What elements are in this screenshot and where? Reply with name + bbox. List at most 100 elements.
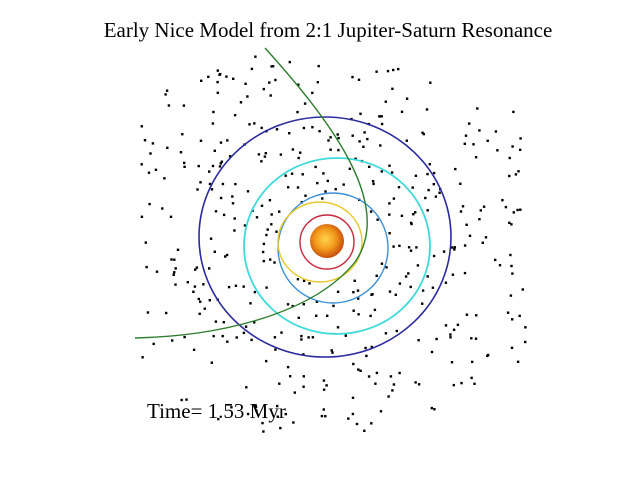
planetesimal — [429, 81, 432, 84]
planetesimal — [263, 155, 267, 158]
planetesimal — [311, 336, 315, 339]
planetesimal — [173, 258, 176, 261]
planetesimal — [354, 157, 357, 160]
planetesimal — [214, 320, 218, 323]
planetesimal — [288, 60, 291, 64]
planetesimal — [183, 165, 186, 168]
planetesimal — [414, 211, 417, 214]
planetesimal — [268, 81, 271, 84]
planetesimal — [374, 382, 377, 385]
planetesimal — [231, 202, 235, 205]
planetesimal — [351, 396, 355, 399]
planetesimal — [397, 67, 400, 71]
planetesimal — [202, 283, 205, 286]
planetesimal — [228, 155, 232, 158]
planetesimal — [344, 334, 347, 337]
planetesimal — [516, 208, 519, 212]
planetesimal — [463, 142, 466, 145]
planetesimal — [430, 406, 433, 410]
planetesimal — [352, 291, 355, 294]
planetesimal — [291, 148, 295, 151]
planetesimal — [300, 334, 303, 338]
planetesimal — [512, 110, 515, 114]
planetesimal — [375, 371, 379, 375]
planetesimal — [524, 326, 527, 329]
planetesimal — [239, 101, 243, 104]
planetesimal — [371, 293, 374, 296]
planetesimal — [373, 308, 377, 312]
planetesimal — [470, 376, 473, 380]
planetesimal — [311, 91, 314, 95]
planetesimal — [261, 250, 265, 254]
planetesimal — [276, 415, 279, 418]
planetesimal — [392, 245, 395, 248]
planetesimal — [268, 199, 272, 202]
planetesimal — [389, 375, 393, 378]
planetesimal — [388, 232, 391, 235]
planetesimal — [148, 202, 151, 206]
planetesimal — [380, 170, 383, 173]
planetesimal — [371, 180, 375, 183]
planetesimal — [265, 359, 268, 363]
planetesimal — [297, 316, 300, 319]
planetesimal — [409, 249, 413, 252]
planetesimal — [145, 265, 148, 269]
planetesimal — [326, 179, 329, 183]
planetesimal — [424, 196, 427, 200]
planetesimal — [405, 139, 408, 142]
planetesimal — [426, 172, 429, 176]
planetesimal — [415, 246, 418, 249]
planetesimal — [367, 375, 371, 378]
planetesimal — [165, 89, 169, 92]
planetesimal — [461, 205, 465, 208]
planetesimal — [274, 348, 277, 351]
planetesimal — [208, 267, 211, 270]
planetesimal — [314, 165, 317, 169]
planetesimal — [521, 288, 524, 291]
planetesimal — [508, 156, 511, 160]
planetesimal — [274, 78, 277, 82]
planetesimal — [246, 412, 250, 416]
planetesimal — [449, 336, 452, 339]
planetesimal — [456, 323, 460, 326]
planetesimal — [244, 325, 248, 328]
planetesimal — [508, 221, 511, 224]
planetesimal — [511, 272, 514, 275]
planetesimal — [291, 304, 294, 308]
planetesimal — [260, 160, 263, 163]
planetesimal — [262, 259, 265, 263]
planetesimal — [316, 81, 319, 84]
planetesimal — [207, 75, 210, 78]
time-label: Time= 1.53 Myr — [147, 399, 286, 423]
planetesimal — [421, 131, 424, 134]
planetesimal — [253, 321, 256, 324]
planetesimal — [284, 412, 287, 416]
planetesimal — [253, 290, 257, 294]
planetesimal — [370, 422, 373, 425]
planetesimal — [412, 213, 415, 216]
planetesimal — [250, 338, 253, 342]
planetesimal — [302, 279, 306, 282]
jupiter-orbit — [277, 201, 363, 283]
planetesimal — [197, 164, 200, 168]
planetesimal — [209, 237, 213, 240]
planetesimal — [324, 190, 327, 193]
planetesimal — [363, 131, 366, 134]
planetesimal — [359, 369, 362, 372]
planetesimal — [246, 95, 249, 98]
planetesimal — [465, 313, 469, 316]
planetesimal — [254, 55, 257, 58]
planetesimal — [409, 285, 412, 289]
planetesimal — [213, 149, 216, 152]
planetesimal — [357, 313, 360, 316]
planetesimal — [390, 171, 394, 174]
planetesimal — [219, 72, 222, 76]
planetesimal — [321, 197, 324, 200]
planetesimal — [394, 293, 397, 296]
planetesimal — [318, 130, 321, 133]
planetesimal — [213, 250, 216, 253]
planetesimal — [392, 197, 396, 200]
planetesimal — [194, 268, 197, 271]
planetesimal — [301, 173, 304, 176]
neptune-orbit — [198, 116, 452, 358]
